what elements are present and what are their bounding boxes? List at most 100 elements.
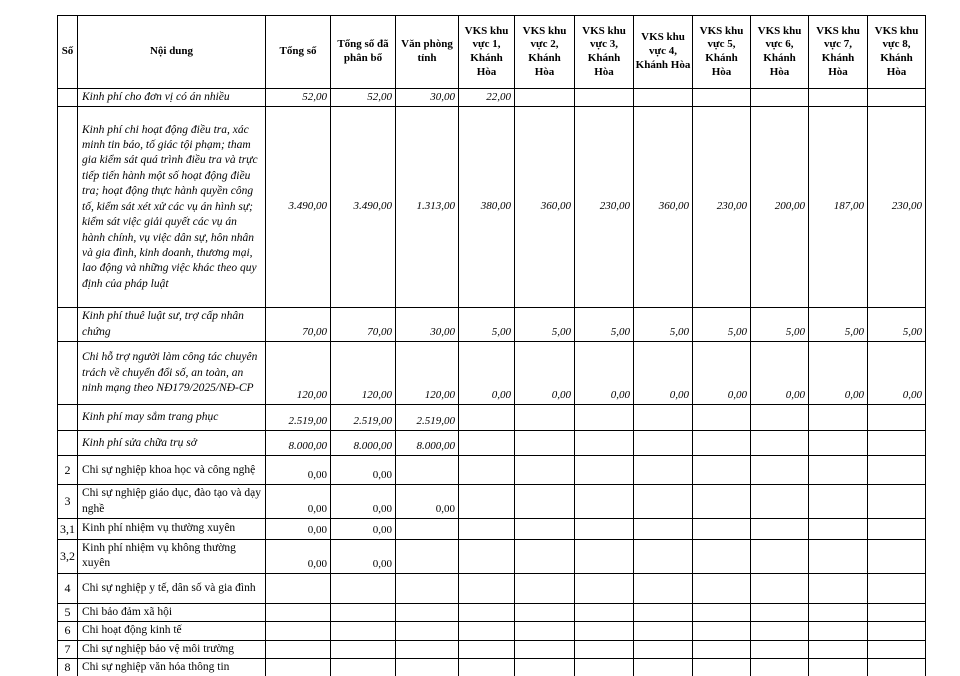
value-cell-vks-khu-vuc-6: 0,00	[750, 341, 809, 406]
value-cell-vks-khu-vuc-8: 0,00	[867, 341, 926, 406]
column-header-vks-khu-vuc-5: VKS khu vực 5, Khánh Hòa	[692, 15, 751, 89]
column-header-vks-khu-vuc-7: VKS khu vực 7, Khánh Hòa	[808, 15, 868, 89]
value-cell-vks-khu-vuc-6	[750, 484, 809, 520]
value-cell-vks-khu-vuc-1	[458, 404, 515, 432]
value-cell-tong-so: 0,00	[265, 539, 331, 574]
value-cell-vks-khu-vuc-6	[750, 430, 809, 457]
value-cell-vks-khu-vuc-1	[458, 430, 515, 457]
value-cell-tong-so: 120,00	[265, 341, 331, 406]
value-cell-vks-khu-vuc-7	[808, 572, 868, 604]
content-cell: Chi sự nghiệp y tế, dân số và gia đình	[77, 572, 266, 604]
column-header-vks-khu-vuc-2: VKS khu vực 2, Khánh Hòa	[514, 15, 575, 89]
value-cell-vks-khu-vuc-7	[808, 404, 868, 432]
value-cell-tong-so-da-phan-bo	[330, 658, 396, 676]
value-cell-vks-khu-vuc-3	[574, 621, 634, 641]
row-number-cell: 8	[57, 658, 78, 676]
value-cell-vks-khu-vuc-6	[750, 455, 809, 486]
table-row: 2 Chi sự nghiệp khoa học và công nghệ 0,00…	[57, 455, 926, 486]
value-cell-tong-so-da-phan-bo: 70,00	[330, 307, 396, 343]
value-cell-vks-khu-vuc-2	[514, 639, 575, 660]
value-cell-vks-khu-vuc-5	[692, 621, 751, 641]
value-cell-van-phong-tinh	[395, 602, 459, 623]
value-cell-tong-so: 0,00	[265, 455, 331, 486]
table-row: 8 Chi sự nghiệp văn hóa thông tin	[57, 658, 926, 676]
value-cell-van-phong-tinh: 1.313,00	[395, 106, 459, 309]
row-number-cell: 7	[57, 639, 78, 660]
value-cell-vks-khu-vuc-5	[692, 404, 751, 432]
value-cell-vks-khu-vuc-2	[514, 484, 575, 520]
value-cell-vks-khu-vuc-8	[867, 639, 926, 660]
value-cell-vks-khu-vuc-4	[633, 455, 693, 486]
table-row: 3 Chi sự nghiệp giáo dục, đào tạo và dạy …	[57, 484, 926, 520]
value-cell-vks-khu-vuc-2	[514, 404, 575, 432]
value-cell-vks-khu-vuc-8	[867, 87, 926, 108]
value-cell-vks-khu-vuc-6	[750, 621, 809, 641]
value-cell-vks-khu-vuc-4	[633, 430, 693, 457]
table-row: Kinh phí sửa chữa trụ sở 8.000,00 8.000,00…	[57, 430, 926, 457]
value-cell-vks-khu-vuc-4	[633, 87, 693, 108]
value-cell-vks-khu-vuc-7	[808, 639, 868, 660]
value-cell-vks-khu-vuc-1	[458, 602, 515, 623]
value-cell-vks-khu-vuc-3	[574, 455, 634, 486]
value-cell-vks-khu-vuc-7	[808, 430, 868, 457]
value-cell-vks-khu-vuc-1: 0,00	[458, 341, 515, 406]
table-row: 5 Chi bảo đảm xã hội	[57, 602, 926, 623]
row-number-cell	[57, 404, 78, 432]
value-cell-vks-khu-vuc-2	[514, 518, 575, 541]
value-cell-vks-khu-vuc-5	[692, 87, 751, 108]
value-cell-tong-so: 8.000,00	[265, 430, 331, 457]
value-cell-vks-khu-vuc-4	[633, 572, 693, 604]
value-cell-vks-khu-vuc-1	[458, 539, 515, 574]
column-header-vks-khu-vuc-1: VKS khu vực 1, Khánh Hòa	[458, 15, 515, 89]
value-cell-tong-so-da-phan-bo: 0,00	[330, 539, 396, 574]
value-cell-vks-khu-vuc-8	[867, 572, 926, 604]
value-cell-vks-khu-vuc-8	[867, 404, 926, 432]
content-cell: Chi sự nghiệp giáo dục, đào tạo và dạy n…	[77, 484, 266, 520]
column-header-tong-so: Tổng số	[265, 15, 331, 89]
content-cell: Kinh phí nhiệm vụ không thường xuyên	[77, 539, 266, 574]
content-cell: Kinh phí cho đơn vị có án nhiều	[77, 87, 266, 108]
content-cell: Kinh phí thuê luật sư, trợ cấp nhân chứn…	[77, 307, 266, 343]
content-cell: Chi hỗ trợ người làm công tác chuyên trá…	[77, 341, 266, 406]
value-cell-vks-khu-vuc-8	[867, 621, 926, 641]
value-cell-vks-khu-vuc-5: 230,00	[692, 106, 751, 309]
content-cell: Kinh phí nhiệm vụ thường xuyên	[77, 518, 266, 541]
value-cell-vks-khu-vuc-1	[458, 621, 515, 641]
table-row: Chi hỗ trợ người làm công tác chuyên trá…	[57, 341, 926, 406]
column-header-tong-so-da-phan-bo: Tổng số đã phân bổ	[330, 15, 396, 89]
value-cell-van-phong-tinh	[395, 621, 459, 641]
value-cell-tong-so-da-phan-bo: 3.490,00	[330, 106, 396, 309]
value-cell-tong-so-da-phan-bo: 120,00	[330, 341, 396, 406]
value-cell-vks-khu-vuc-2	[514, 455, 575, 486]
value-cell-vks-khu-vuc-6	[750, 404, 809, 432]
row-number-cell: 2	[57, 455, 78, 486]
value-cell-tong-so	[265, 639, 331, 660]
value-cell-vks-khu-vuc-4	[633, 621, 693, 641]
row-number-cell: 3	[57, 484, 78, 520]
value-cell-vks-khu-vuc-3	[574, 484, 634, 520]
value-cell-vks-khu-vuc-7	[808, 602, 868, 623]
value-cell-vks-khu-vuc-5	[692, 484, 751, 520]
row-number-cell: 3,2	[57, 539, 78, 574]
value-cell-vks-khu-vuc-5	[692, 430, 751, 457]
table-row: 6 Chi hoạt động kinh tế	[57, 621, 926, 641]
value-cell-van-phong-tinh: 8.000,00	[395, 430, 459, 457]
content-cell: Chi hoạt động kinh tế	[77, 621, 266, 641]
value-cell-van-phong-tinh	[395, 658, 459, 676]
column-header-vks-khu-vuc-6: VKS khu vực 6, Khánh Hòa	[750, 15, 809, 89]
value-cell-vks-khu-vuc-1	[458, 658, 515, 676]
value-cell-tong-so	[265, 572, 331, 604]
value-cell-vks-khu-vuc-7: 187,00	[808, 106, 868, 309]
value-cell-vks-khu-vuc-2	[514, 572, 575, 604]
value-cell-vks-khu-vuc-8	[867, 484, 926, 520]
row-number-cell	[57, 307, 78, 343]
content-cell: Kinh phí may sắm trang phục	[77, 404, 266, 432]
row-number-cell	[57, 106, 78, 309]
value-cell-vks-khu-vuc-1	[458, 572, 515, 604]
value-cell-vks-khu-vuc-3: 230,00	[574, 106, 634, 309]
value-cell-vks-khu-vuc-5	[692, 658, 751, 676]
value-cell-vks-khu-vuc-3	[574, 430, 634, 457]
value-cell-tong-so: 70,00	[265, 307, 331, 343]
value-cell-vks-khu-vuc-2: 360,00	[514, 106, 575, 309]
value-cell-van-phong-tinh: 30,00	[395, 87, 459, 108]
